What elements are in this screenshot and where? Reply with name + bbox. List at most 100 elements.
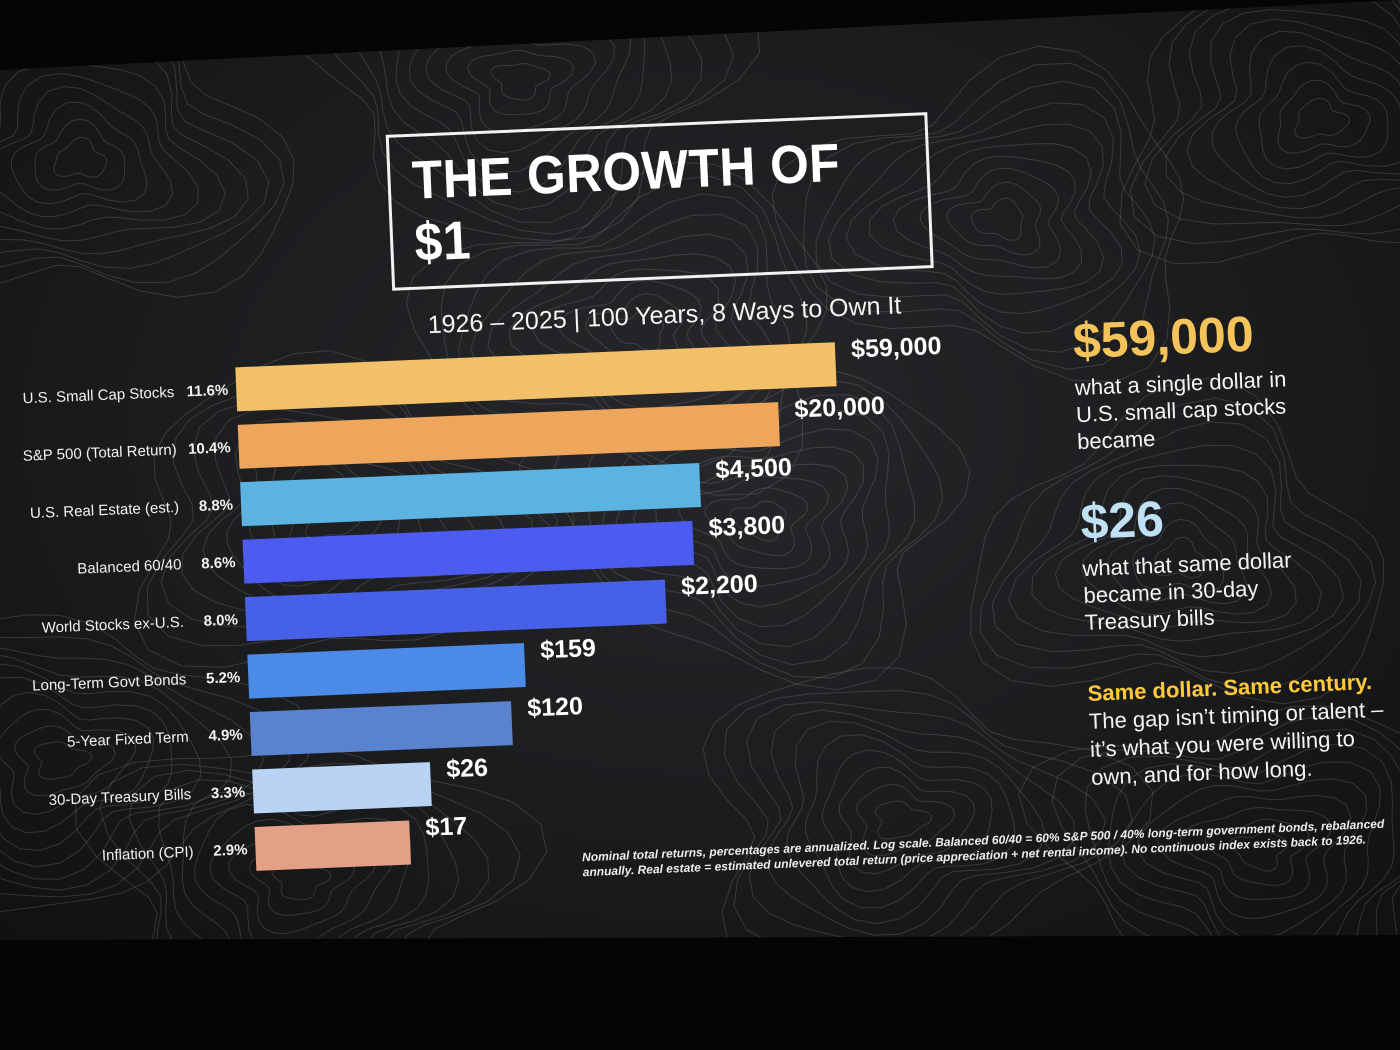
contour-line <box>0 636 291 898</box>
callout-tbills-value: $26 <box>1079 490 1166 551</box>
bar-6 <box>249 701 513 757</box>
bar-1 <box>237 402 780 469</box>
contour-line <box>518 368 971 691</box>
contour-line <box>869 143 1105 295</box>
contour-line <box>445 36 597 134</box>
contour-line <box>1204 818 1311 887</box>
slide-content: THE GROWTH OF $1 1926 – 2025 | 100 Years… <box>22 112 1400 879</box>
bar-0 <box>235 342 837 412</box>
contour-line <box>585 394 916 666</box>
contour-line <box>490 62 551 101</box>
contour-line <box>1120 761 1381 940</box>
contour-line <box>1054 475 1297 628</box>
contour-line <box>1179 806 1332 901</box>
value-label-3: $3,800 <box>708 511 786 542</box>
contour-line <box>1229 831 1288 872</box>
contour-line <box>0 46 249 255</box>
contour-line <box>287 0 761 242</box>
contour-line <box>803 62 1169 370</box>
return-label-6: 4.9% <box>208 726 243 744</box>
contour-line <box>1132 518 1225 592</box>
contour-line <box>0 85 174 218</box>
callout-tbills-text: what that same dollar became in 30-day T… <box>1081 547 1292 636</box>
contour-line <box>678 475 830 570</box>
contour-line <box>704 487 809 557</box>
contour-line <box>822 749 993 893</box>
contour-line <box>458 193 791 467</box>
contour-line <box>0 72 199 230</box>
contour-line <box>1144 0 1400 227</box>
contour-line <box>1129 0 1400 245</box>
contour-line <box>1156 794 1352 919</box>
contour-line <box>1258 61 1389 170</box>
callout-small-cap-text: what a single dollar in U.S. small cap s… <box>1074 366 1287 455</box>
contour-line <box>874 800 933 840</box>
contour-line <box>729 500 787 542</box>
bar-5 <box>247 643 526 699</box>
contour-line <box>602 409 890 648</box>
contour-line <box>1107 502 1247 605</box>
category-label-1: S&P 500 (Total Return) <box>22 441 177 464</box>
contour-line <box>467 49 575 116</box>
contour-line <box>1235 45 1400 185</box>
takeaway-body: The gap isn’t timing or talent – it’s wh… <box>1088 696 1384 790</box>
callout-tbills: $26 what that same dollar became in 30-d… <box>1079 482 1400 636</box>
contour-line <box>0 651 233 880</box>
contour-line <box>0 614 316 914</box>
contour-line <box>615 428 879 628</box>
category-label-5: Long-Term Govt Bonds <box>32 671 187 694</box>
contour-line <box>892 155 1083 280</box>
contour-line <box>785 720 1046 925</box>
contour-line <box>508 253 740 409</box>
contour-line <box>345 0 703 223</box>
contour-line <box>745 701 1107 940</box>
category-label-6: 5-Year Fixed Term <box>67 729 189 751</box>
contour-line <box>1008 444 1344 658</box>
contour-line <box>375 0 673 211</box>
contour-line <box>0 691 155 834</box>
contour-line <box>827 102 1141 334</box>
contour-line <box>991 421 1362 674</box>
contour-line <box>1081 487 1273 616</box>
contour-line <box>1211 30 1400 199</box>
contour-line <box>1108 743 1395 940</box>
contour-line <box>702 667 1154 940</box>
contour-line <box>193 803 412 940</box>
callout-small-cap-value: $59,000 <box>1071 305 1255 370</box>
contour-line <box>946 181 1042 256</box>
category-label-2: U.S. Real Estate (est.) <box>30 499 180 522</box>
presentation-slide: THE GROWTH OF $1 1926 – 2025 | 100 Years… <box>0 0 1400 940</box>
value-label-7: $26 <box>446 754 489 784</box>
contour-line <box>970 377 1385 705</box>
contour-line <box>33 741 93 780</box>
contour-line <box>1165 9 1400 219</box>
contour-line <box>53 136 108 178</box>
return-label-5: 5.2% <box>206 669 241 687</box>
bar-7 <box>252 762 432 814</box>
contour-line <box>804 734 1016 909</box>
value-label-1: $20,000 <box>794 392 885 424</box>
contour-line <box>771 45 1185 383</box>
contour-line <box>655 463 849 587</box>
contour-line <box>1136 778 1368 940</box>
contour-line <box>0 676 173 852</box>
contour-line <box>845 123 1123 315</box>
contour-line <box>610 308 664 352</box>
contour-line <box>815 80 1156 353</box>
value-label-4: $2,200 <box>681 570 759 601</box>
contour-line <box>1031 464 1322 642</box>
contour-line <box>405 161 828 496</box>
contour-line <box>10 101 148 205</box>
category-label-7: 30-Day Treasury Bills <box>48 786 191 809</box>
contour-line <box>1153 536 1206 579</box>
takeaway: Same dollar. Same century. The gap isn’t… <box>1087 667 1400 792</box>
category-label-8: Inflation (CPI) <box>102 844 194 865</box>
topographic-background <box>0 0 1400 940</box>
contour-line <box>856 783 956 857</box>
category-label-4: World Stocks ex-U.S. <box>41 614 184 637</box>
contour-line <box>0 62 226 242</box>
contour-line <box>1018 705 1400 940</box>
value-label-8: $17 <box>425 812 468 842</box>
contour-line <box>723 690 1133 940</box>
bar-2 <box>240 463 701 527</box>
